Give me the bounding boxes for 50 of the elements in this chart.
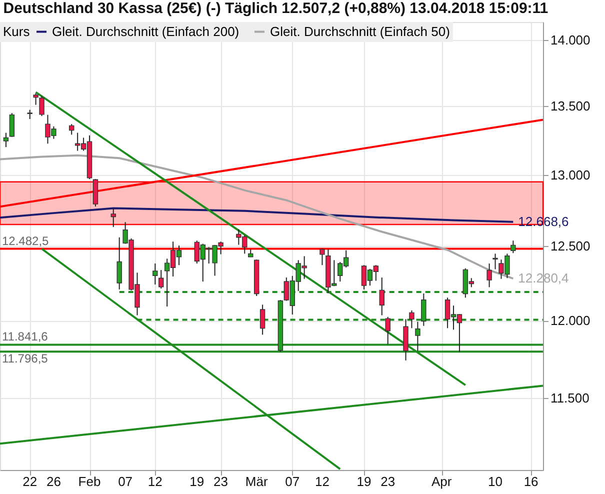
candlestick	[486, 263, 492, 288]
y-tick-label: 12.000	[550, 313, 590, 328]
x-tick-label: 07	[285, 474, 300, 489]
x-tick-label: Feb	[78, 474, 101, 489]
ref-line-label: 12.482,5	[2, 234, 50, 248]
line-series	[0, 154, 514, 280]
candlestick	[69, 124, 74, 136]
candlestick	[379, 277, 384, 316]
candlestick	[33, 92, 38, 106]
y-tick-label: 13.500	[550, 98, 590, 114]
x-tick-label: 12	[314, 474, 330, 489]
candlestick	[27, 109, 32, 120]
y-tick-label: 14.000	[550, 32, 590, 48]
y-tick-label: 11.500	[550, 390, 590, 406]
x-tick-label: 16	[524, 474, 538, 489]
candlestick	[39, 96, 44, 117]
x-tick-label: 12	[148, 474, 162, 489]
legend-label: Gleit. Durchschnitt (Einfach 200)	[52, 24, 240, 39]
chart-title: Deutschland 30 Kassa (25€) (-) Täglich 12.507,2 (+0,88%) 13.04.2018 15:09:11	[3, 0, 548, 17]
ref-line-label: 11.796,5	[2, 352, 48, 366]
x-tick-label: 23	[214, 474, 228, 489]
candlestick	[510, 240, 516, 254]
legend-title: Kurs	[3, 24, 30, 39]
candlestick	[409, 310, 414, 329]
candlestick	[415, 321, 420, 352]
candlestick	[385, 316, 390, 345]
ref-line-label: 11.841,6	[2, 330, 48, 344]
line-series	[0, 207, 514, 223]
candlestick	[421, 292, 426, 326]
x-tick-label: 26	[46, 474, 61, 489]
x-tick-label: Apr	[431, 474, 452, 489]
x-tick-label: 19	[190, 474, 204, 489]
candlestick	[158, 269, 164, 290]
candlestick	[9, 112, 15, 138]
x-tick-label: 22	[22, 474, 38, 489]
candlestick	[152, 263, 158, 286]
y-tick-label: 13.000	[550, 167, 590, 182]
candlestick	[116, 236, 122, 290]
x-tick-label: 07	[118, 474, 133, 489]
candlestick	[492, 253, 498, 270]
x-tick-label: 19	[356, 474, 372, 489]
x-tick-label: Mär	[245, 474, 268, 489]
candlestick	[260, 304, 266, 336]
y-tick-label: 12.500	[550, 238, 590, 254]
x-tick-label: 23	[380, 474, 396, 489]
candlestick	[320, 248, 325, 266]
candlestick	[3, 132, 9, 148]
candlestick	[110, 208, 116, 228]
x-tick-label: 10	[488, 474, 502, 489]
legend-label: Gleit. Durchschnitt (Einfach 50)	[270, 24, 450, 39]
